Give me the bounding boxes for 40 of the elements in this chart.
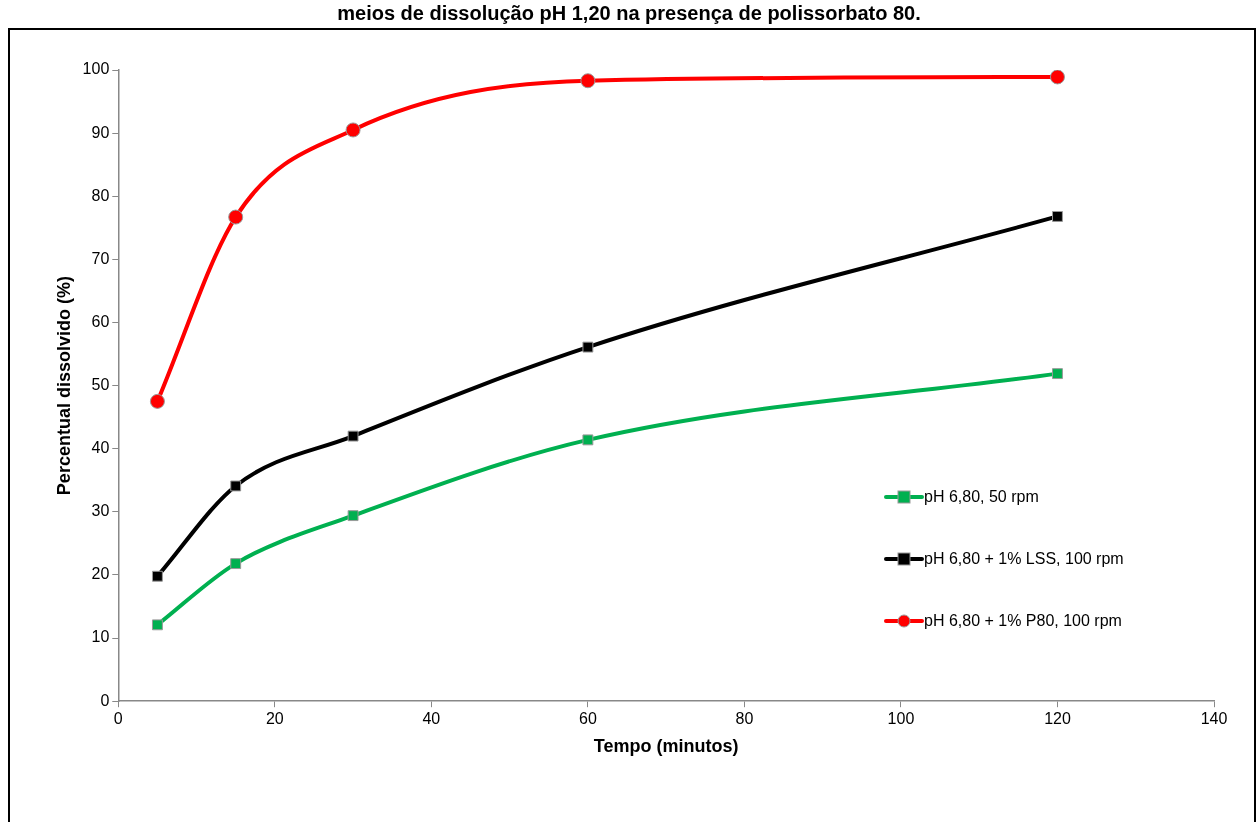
y-tick-label: 50 [91, 376, 110, 394]
x-axis-title: Tempo (minutos) [593, 736, 739, 757]
legend-label: pH 6,80 + 1% P80, 100 rpm [924, 611, 1122, 630]
point [347, 510, 359, 522]
point [582, 341, 594, 353]
point [345, 122, 361, 138]
y-tick-label: 100 [82, 60, 110, 78]
y-tick-label: 80 [91, 186, 110, 204]
point [1049, 70, 1065, 85]
point [1052, 210, 1063, 222]
point [230, 558, 242, 570]
point [228, 209, 244, 225]
y-tick-label: 0 [100, 691, 110, 709]
x-tick-label: 40 [422, 710, 441, 728]
point [151, 570, 163, 582]
legend-label: pH 6,80 + 1% LSS, 100 rpm [924, 549, 1124, 568]
chart-title: meios de dissolução pH 1,20 na presença de polissorbato 80. [336, 2, 922, 25]
point [347, 430, 359, 442]
point [580, 73, 596, 89]
point [230, 480, 242, 492]
y-tick-label: 30 [91, 502, 110, 520]
point [149, 393, 165, 409]
y-tick-label: 60 [91, 312, 110, 330]
y-tick-label: 20 [91, 565, 110, 583]
x-tick-label: 20 [265, 710, 284, 728]
legend-label: pH 6,80, 50 rpm [924, 487, 1039, 506]
x-tick-label: 60 [578, 710, 597, 728]
y-axis-title: Percentual dissolvido (%) [53, 276, 74, 496]
x-tick-label: 140 [1200, 710, 1228, 728]
y-tick-label: 40 [91, 439, 110, 457]
point [1052, 368, 1063, 380]
x-tick-label: 0 [113, 710, 123, 728]
y-tick-label: 90 [91, 123, 110, 141]
x-tick-label: 120 [1044, 710, 1071, 728]
y-tick-label: 10 [91, 628, 110, 646]
point [151, 619, 163, 631]
y-tick-label: 70 [91, 249, 110, 267]
x-tick-label: 80 [735, 710, 754, 728]
x-tick-label: 100 [887, 710, 915, 728]
point [582, 434, 594, 446]
